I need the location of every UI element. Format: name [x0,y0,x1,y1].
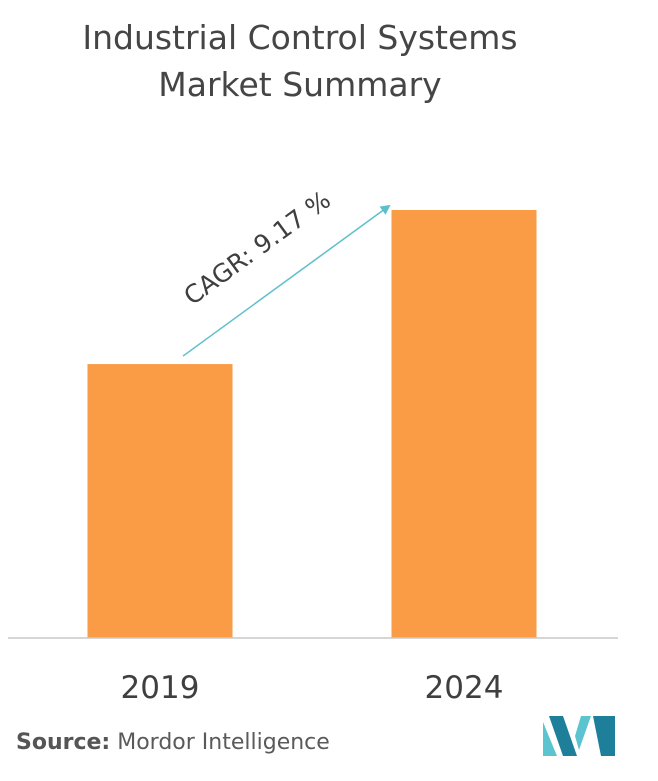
x-tick-label-2019: 2019 [121,670,200,700]
source-label: Source: [16,730,111,755]
x-tick-label-2024: 2024 [425,670,504,700]
mordor-intelligence-logo-icon [543,716,615,756]
cagr-arrow [182,204,391,357]
bar-2019 [87,364,233,638]
source-note: Source: Mordor Intelligence [16,730,330,755]
cagr-label: CAGR: 9.17 % [178,185,336,311]
source-name: Mordor Intelligence [117,730,330,755]
chart-title: Industrial Control Systems Market Summar… [82,18,518,104]
bar-chart: 2019 2024 CAGR: 9.17 % [8,185,618,700]
bar-2024 [391,210,537,638]
